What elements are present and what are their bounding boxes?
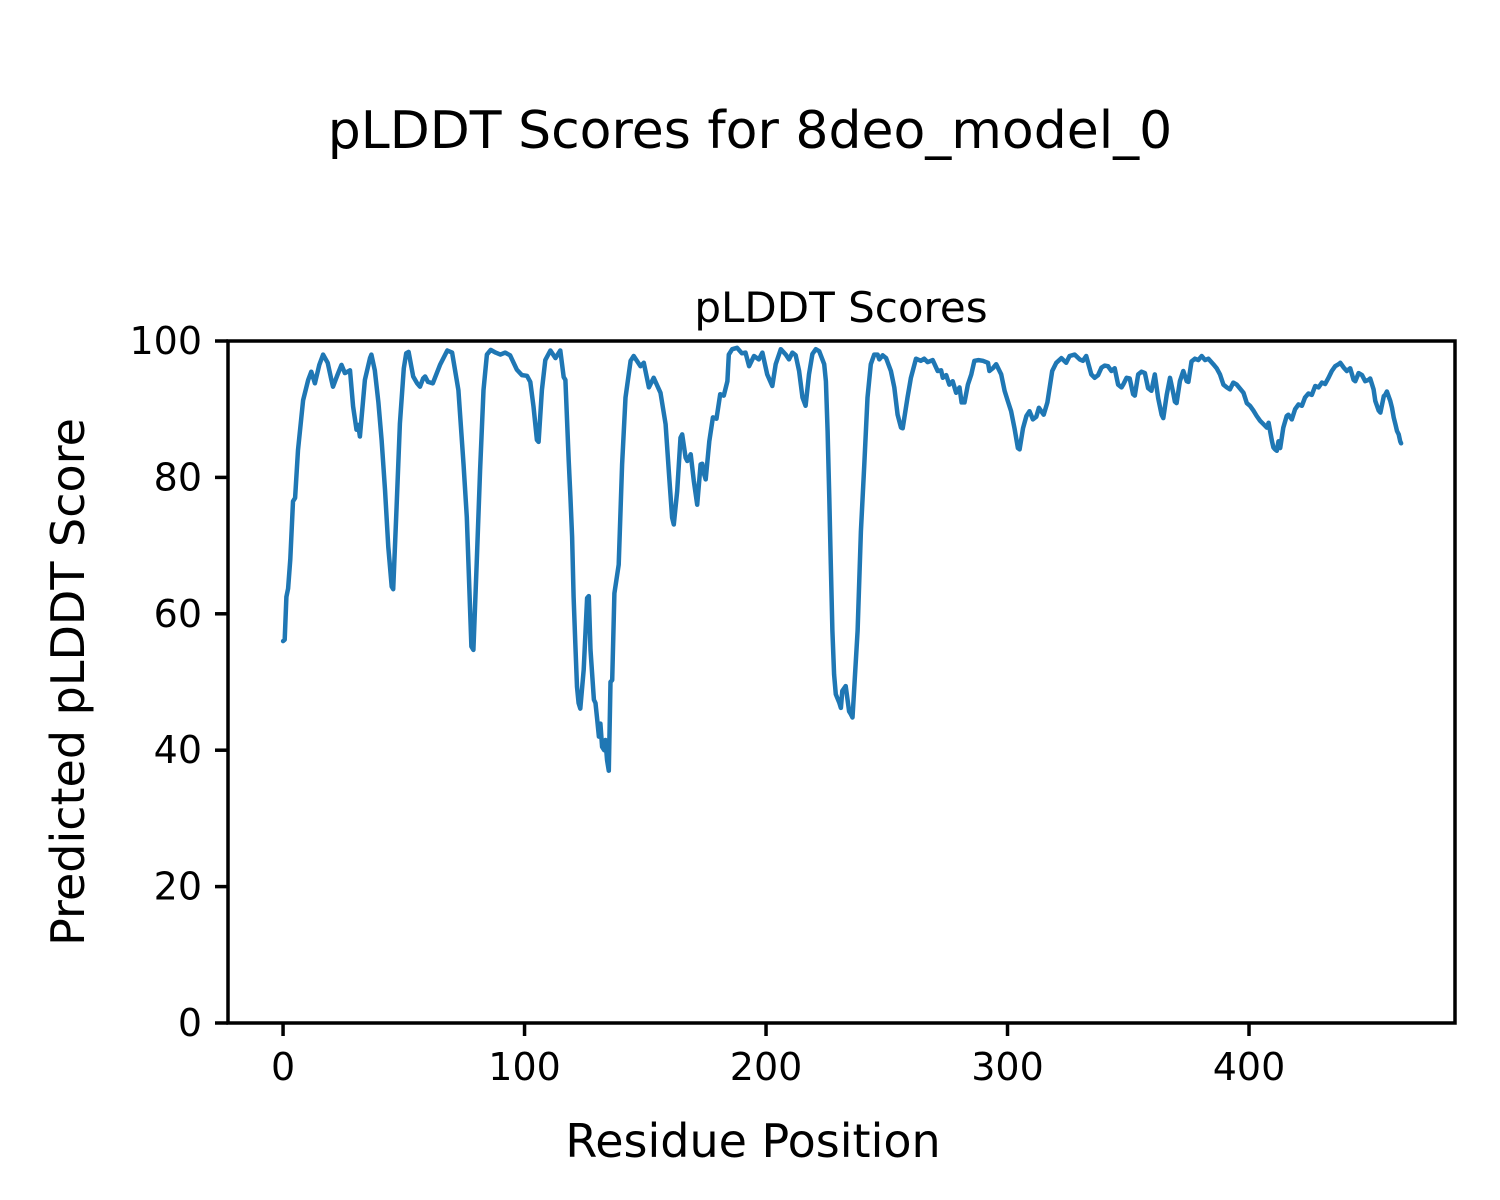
axes-title: pLDDT Scores xyxy=(694,283,987,332)
tick-layer xyxy=(215,339,1251,1036)
x-axis-label: Residue Position xyxy=(565,1114,940,1168)
x-tick-label: 400 xyxy=(1213,1045,1286,1089)
x-tick-label: 100 xyxy=(488,1045,561,1089)
figure-suptitle: pLDDT Scores for 8deo_model_0 xyxy=(328,101,1173,161)
y-tick-label: 0 xyxy=(178,1001,202,1045)
y-tick-label: 20 xyxy=(154,865,202,909)
tick-label-layer: 0 100 200 300 400 0 20 40 60 80 100 xyxy=(129,319,1285,1089)
x-tick-label: 300 xyxy=(971,1045,1044,1089)
series-layer xyxy=(280,345,1404,773)
axes-spines-box xyxy=(226,339,1457,1025)
y-tick-label: 40 xyxy=(154,728,202,772)
plddt-score-line xyxy=(280,345,1404,773)
y-tick-label: 80 xyxy=(154,455,202,499)
y-tick-label: 60 xyxy=(154,592,202,636)
x-tick-label: 0 xyxy=(271,1045,295,1089)
y-tick-label: 100 xyxy=(129,319,202,363)
x-tick-label: 200 xyxy=(730,1045,803,1089)
y-axis-label: Predicted pLDDT Score xyxy=(41,418,95,946)
